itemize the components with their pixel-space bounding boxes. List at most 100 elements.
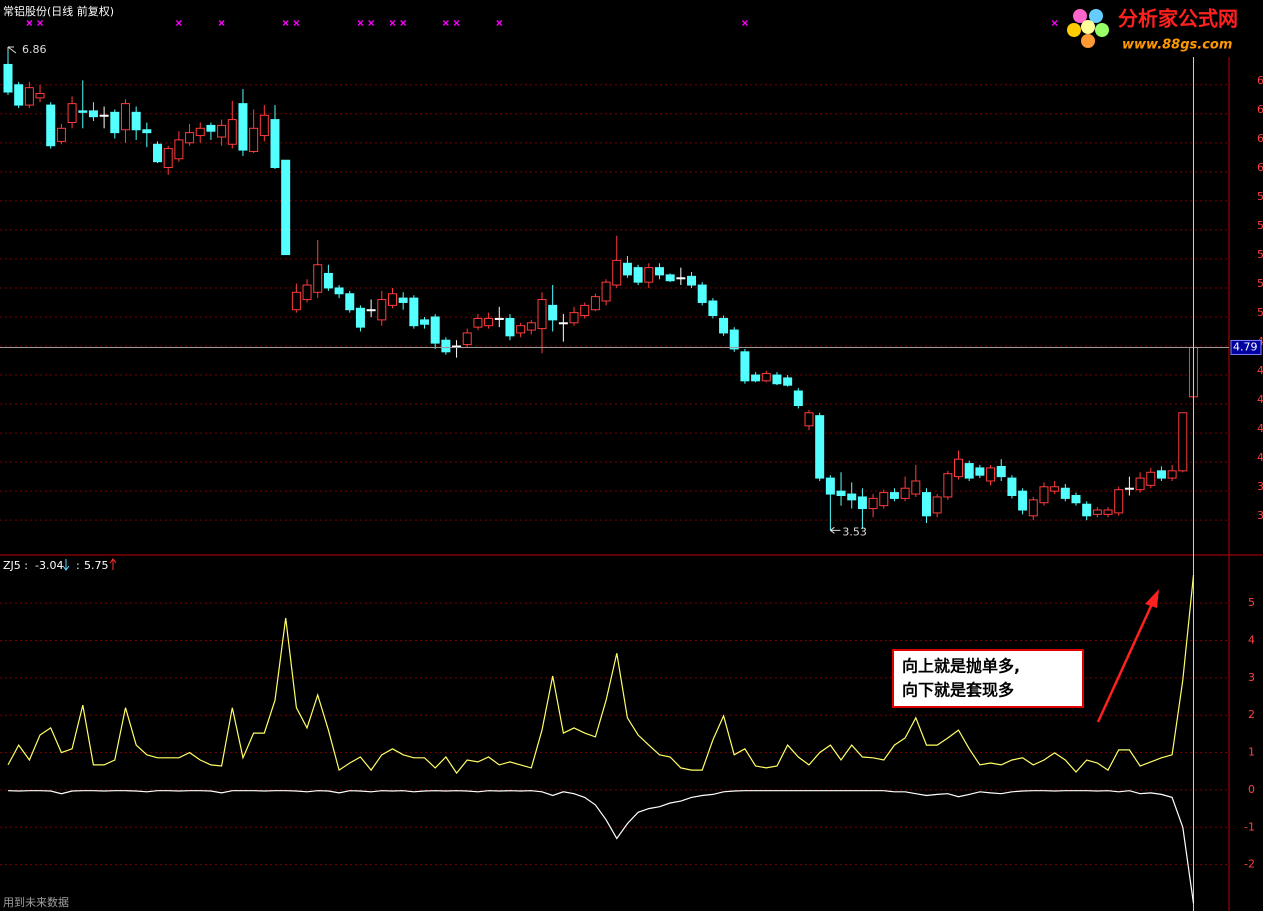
candle-body (751, 374, 761, 382)
logo-petal (1089, 9, 1103, 23)
candle-body (676, 277, 686, 280)
signal-mark (357, 20, 364, 26)
down-arrow (62, 559, 70, 571)
candle-body (857, 496, 867, 510)
candle-body (825, 477, 835, 495)
logo-petal (1095, 23, 1109, 37)
price-tag (1230, 339, 1262, 355)
candle-body (3, 63, 13, 93)
y-tick-label: 5 (1257, 306, 1263, 319)
candle-body (921, 492, 931, 517)
signal-mark (368, 20, 375, 26)
candle-body (1178, 412, 1188, 472)
candle-body (697, 284, 707, 303)
candle-body (740, 351, 750, 382)
candle-body (24, 87, 34, 106)
y-tick-label: 1 (1248, 746, 1255, 759)
candle-body (836, 490, 846, 496)
candle-body (900, 487, 910, 499)
candle-body (537, 299, 547, 330)
candle-body (708, 300, 718, 317)
candle-body (975, 467, 985, 476)
candle-body (558, 322, 568, 325)
candle-body (1146, 471, 1156, 486)
candle-body (195, 127, 205, 137)
candle-body (153, 143, 163, 163)
y-tick-label: -1 (1244, 820, 1255, 833)
candle-body (398, 297, 408, 303)
candle-body (772, 374, 782, 385)
candle-body (526, 322, 536, 331)
candle-body (847, 493, 857, 501)
candle-body (580, 304, 590, 317)
candle-body (78, 110, 88, 113)
up-arrow (109, 558, 117, 570)
candle-body (729, 329, 739, 350)
candle-body (99, 114, 109, 117)
candle-body (1028, 499, 1038, 517)
footer-note: 用到未来数据 (3, 895, 69, 909)
candle-body (313, 264, 323, 293)
y-tick-label: 3 (1257, 509, 1263, 522)
signal-mark (218, 20, 225, 26)
candle-body (1156, 470, 1166, 479)
y-tick-label: 3 (1257, 480, 1263, 493)
candle-body (815, 415, 825, 479)
signal-mark (282, 20, 289, 26)
callout-text: 向上就是抛单多, (902, 657, 1020, 676)
signal-mark (175, 20, 182, 26)
candle-body (355, 307, 365, 328)
candle-body (366, 309, 376, 312)
signal-mark (1051, 20, 1058, 26)
candle-body (377, 299, 387, 321)
candle-body (131, 111, 141, 131)
candle-body (420, 319, 430, 325)
candle-body (996, 465, 1006, 478)
candle-body (163, 148, 173, 168)
signal-mark (389, 20, 396, 26)
candle-body (1135, 477, 1145, 491)
candle-body (911, 480, 921, 495)
candle-body (932, 496, 942, 514)
logo-url: www.88gs.com (1122, 38, 1232, 53)
candle-body (505, 317, 515, 337)
y-tick-label: 5 (1257, 277, 1263, 290)
candle-body (281, 159, 291, 256)
y-tick-label: 5 (1257, 248, 1263, 261)
candle-body (1018, 490, 1028, 511)
candle-body (612, 259, 622, 286)
candle-body (1060, 487, 1070, 499)
candle-body (793, 390, 803, 407)
signal-mark (453, 20, 460, 26)
y-tick-label: 5 (1257, 219, 1263, 232)
candle-body (719, 317, 729, 334)
y-tick-label: 0 (1248, 783, 1255, 796)
candle-body (1103, 509, 1113, 515)
y-tick-label: 4 (1248, 633, 1255, 646)
indicator-value: 5.75 (84, 559, 109, 572)
signal-mark (496, 20, 503, 26)
logo-petal (1081, 34, 1095, 48)
candle-body (259, 114, 269, 137)
candle-body (142, 129, 152, 134)
candle-body (986, 467, 996, 482)
candle-body (35, 92, 45, 99)
candle-body (334, 287, 344, 295)
candle-body (516, 325, 526, 334)
candle-body (964, 463, 974, 479)
y-tick-label: 6 (1257, 74, 1263, 87)
candle-body (462, 332, 472, 346)
y-tick-label: 3 (1248, 671, 1255, 684)
price-tag-label: 4.79 (1233, 340, 1258, 353)
candle-body (783, 377, 793, 386)
indicator-value: -3.04 (35, 559, 63, 572)
y-tick-label: 6 (1257, 132, 1263, 145)
indicator-separator: : (76, 559, 80, 572)
candle-body (387, 293, 397, 306)
candle-body (174, 139, 184, 160)
callout-text: 向下就是套现多 (902, 681, 1014, 700)
candle-body (270, 119, 280, 168)
y-tick-label: 6 (1257, 103, 1263, 116)
signal-mark (741, 20, 748, 26)
